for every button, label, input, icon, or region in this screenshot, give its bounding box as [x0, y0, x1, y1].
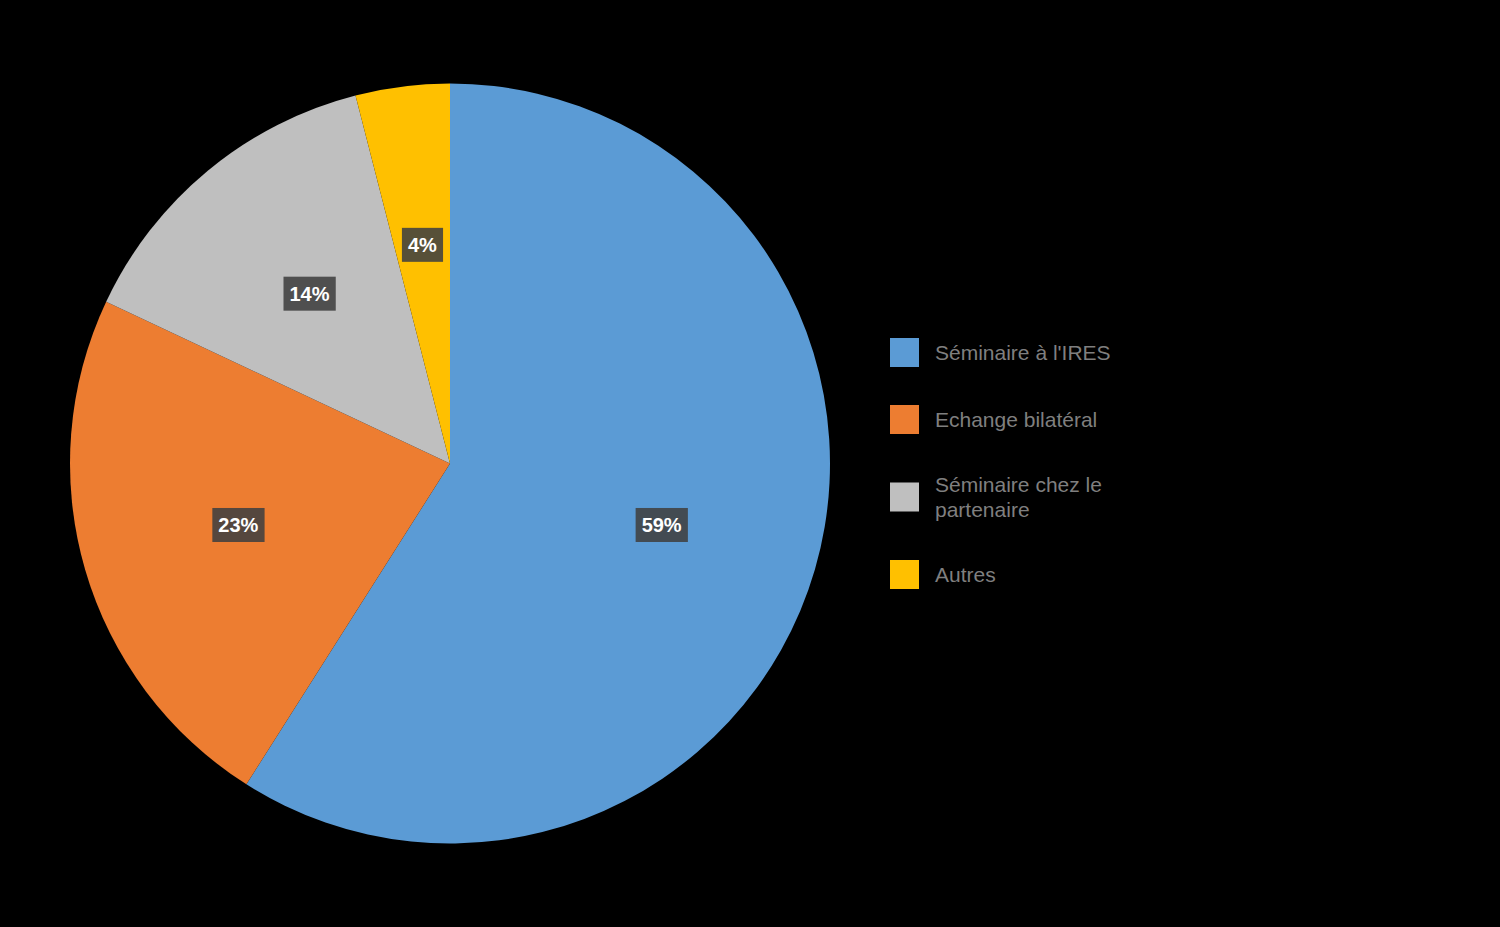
data-label-group: 23%	[212, 508, 264, 542]
legend-label-line: Séminaire à l'IRES	[935, 341, 1111, 364]
chart: 59% 23% 14% 4% Séminaire à l'IRES Echange bil…	[0, 0, 1500, 927]
data-label: 23%	[218, 514, 258, 536]
legend-label: Séminaire chez lepartenaire	[935, 473, 1102, 521]
legend-label-line: partenaire	[935, 498, 1030, 521]
slices	[70, 84, 830, 844]
legend-label-line: Séminaire chez le	[935, 473, 1102, 496]
data-label: 14%	[289, 283, 329, 305]
legend: Séminaire à l'IRES Echange bilatéral Sémin…	[890, 338, 1111, 589]
pie-slice	[355, 84, 450, 464]
legend-swatch	[890, 338, 919, 367]
data-labels: 59% 23% 14% 4%	[212, 228, 688, 542]
data-label-group: 59%	[636, 508, 688, 542]
data-label-box	[402, 228, 443, 262]
data-label-group: 14%	[283, 277, 335, 311]
data-label-box	[283, 277, 335, 311]
legend-label: Autres	[935, 563, 996, 586]
data-label-box	[636, 508, 688, 542]
legend-label: Echange bilatéral	[935, 408, 1097, 431]
data-label: 4%	[408, 234, 437, 256]
legend-label-line: Autres	[935, 563, 996, 586]
legend-label: Séminaire à l'IRES	[935, 341, 1111, 364]
data-label-group: 4%	[402, 228, 443, 262]
legend-swatch	[890, 483, 919, 512]
background	[0, 0, 1500, 927]
data-label: 59%	[642, 514, 682, 536]
legend-swatch	[890, 405, 919, 434]
data-label-box	[212, 508, 264, 542]
legend-swatch	[890, 560, 919, 589]
legend-label-line: Echange bilatéral	[935, 408, 1097, 431]
